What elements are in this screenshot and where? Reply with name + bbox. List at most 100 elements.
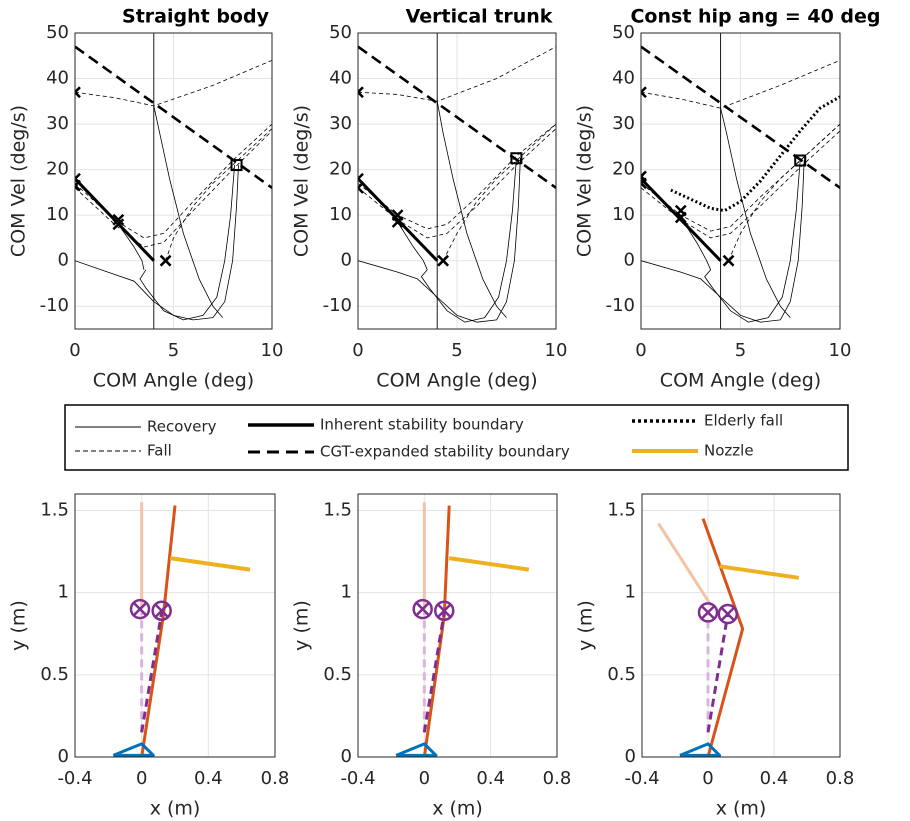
x-tick-label: 5 bbox=[168, 340, 179, 361]
series-line bbox=[641, 130, 840, 239]
series-line bbox=[169, 556, 251, 572]
legend-label: CGT-expanded stability boundary bbox=[320, 443, 570, 461]
series-line bbox=[358, 45, 556, 189]
legend-label: Recovery bbox=[147, 418, 217, 436]
x-marker bbox=[722, 254, 735, 267]
x-tick-label: -0.4 bbox=[340, 768, 375, 789]
legend-label: Nozzle bbox=[704, 442, 754, 460]
x-tick-label: 0 bbox=[69, 340, 80, 361]
x-tick-label: 0 bbox=[136, 768, 147, 789]
series-line bbox=[657, 522, 713, 607]
y-tick-label: 0.5 bbox=[607, 664, 636, 685]
x-marker bbox=[112, 218, 125, 231]
y-tick-label: -10 bbox=[323, 295, 352, 316]
series-line bbox=[701, 518, 745, 757]
legend-box bbox=[64, 404, 849, 471]
y-axis-label: COM Vel (deg/s) bbox=[291, 105, 313, 257]
series-line bbox=[719, 564, 800, 580]
y-tick-label: 1 bbox=[58, 582, 69, 603]
axes-frame bbox=[74, 32, 273, 330]
plot-area bbox=[74, 32, 273, 330]
legend-label: Elderly fall bbox=[704, 412, 783, 430]
x-tick-label: 0 bbox=[635, 340, 646, 361]
com-marker bbox=[433, 600, 455, 621]
series-group bbox=[395, 502, 530, 757]
x-tick-label: 0.4 bbox=[194, 768, 223, 789]
y-tick-label: 0 bbox=[341, 746, 352, 767]
axes-frame bbox=[640, 32, 841, 330]
series-line bbox=[140, 612, 164, 733]
series-line bbox=[728, 123, 840, 261]
square-marker bbox=[230, 159, 243, 172]
y-axis-label: y (m) bbox=[291, 600, 313, 651]
y-tick-label: 0 bbox=[341, 250, 352, 271]
x-tick-label: 0 bbox=[352, 340, 363, 361]
series-line bbox=[706, 613, 730, 733]
y-tick-label: 40 bbox=[46, 68, 69, 89]
chart-title: Straight body bbox=[122, 6, 270, 28]
x-axis-label: COM Angle (deg) bbox=[376, 370, 537, 392]
series-line bbox=[140, 505, 177, 757]
series-group bbox=[358, 33, 556, 329]
series-line bbox=[358, 158, 521, 323]
series-line bbox=[112, 742, 155, 757]
series-line bbox=[641, 45, 840, 189]
axes-frame bbox=[74, 493, 276, 758]
x-tick-label: 0 bbox=[702, 768, 713, 789]
y-tick-label: 40 bbox=[329, 68, 352, 89]
x-marker bbox=[358, 181, 364, 194]
com-marker bbox=[412, 598, 433, 620]
y-tick-label: 10 bbox=[46, 204, 69, 225]
plot-area bbox=[74, 493, 276, 758]
x-axis-label: COM Angle (deg) bbox=[93, 370, 254, 392]
x-marker bbox=[641, 86, 647, 99]
x-tick-label: 0.8 bbox=[826, 768, 855, 789]
y-tick-label: 0 bbox=[58, 250, 69, 271]
com-marker bbox=[151, 600, 172, 621]
y-tick-label: 20 bbox=[329, 159, 352, 180]
plot-area bbox=[357, 493, 558, 758]
series-line bbox=[75, 123, 272, 239]
series-line bbox=[670, 95, 840, 213]
series-line bbox=[448, 556, 530, 572]
series-line bbox=[75, 45, 272, 189]
legend-label: Inherent stability boundary bbox=[320, 416, 524, 434]
series-line bbox=[679, 742, 722, 757]
y-tick-label: 10 bbox=[329, 204, 352, 225]
series-line bbox=[153, 105, 224, 318]
series-line bbox=[641, 123, 840, 232]
y-tick-label: 0 bbox=[58, 746, 69, 767]
x-axis-label: x (m) bbox=[150, 798, 201, 820]
y-tick-label: 50 bbox=[46, 22, 69, 43]
x-marker bbox=[437, 254, 450, 267]
y-tick-label: 0 bbox=[625, 746, 636, 767]
x-axis-label: x (m) bbox=[432, 798, 483, 820]
x-tick-label: 5 bbox=[735, 340, 746, 361]
series-group bbox=[657, 518, 800, 757]
x-tick-label: 0.4 bbox=[760, 768, 789, 789]
x-axis-label: x (m) bbox=[716, 798, 767, 820]
series-line bbox=[420, 158, 517, 323]
x-tick-label: 0.8 bbox=[261, 768, 290, 789]
series-line bbox=[436, 101, 507, 318]
x-marker bbox=[391, 216, 404, 228]
series-line bbox=[118, 224, 145, 270]
axes-background bbox=[358, 494, 557, 757]
legend-label: Fall bbox=[147, 442, 172, 460]
y-tick-label: 10 bbox=[612, 204, 635, 225]
x-marker bbox=[159, 254, 172, 267]
y-axis-label: COM Vel (deg/s) bbox=[574, 105, 596, 257]
series-line bbox=[397, 221, 428, 270]
x-tick-label: 10 bbox=[545, 340, 568, 361]
series-line bbox=[139, 165, 235, 321]
axes-frame bbox=[641, 493, 841, 758]
square-marker bbox=[794, 154, 807, 167]
series-group bbox=[641, 33, 840, 329]
y-tick-label: 50 bbox=[329, 22, 352, 43]
series-group bbox=[112, 502, 251, 757]
x-tick-label: -0.4 bbox=[624, 768, 659, 789]
series-line bbox=[720, 108, 791, 318]
series-line bbox=[395, 742, 438, 757]
chart-title: Const hip ang = 40 deg bbox=[630, 6, 880, 28]
y-tick-label: 20 bbox=[612, 159, 635, 180]
